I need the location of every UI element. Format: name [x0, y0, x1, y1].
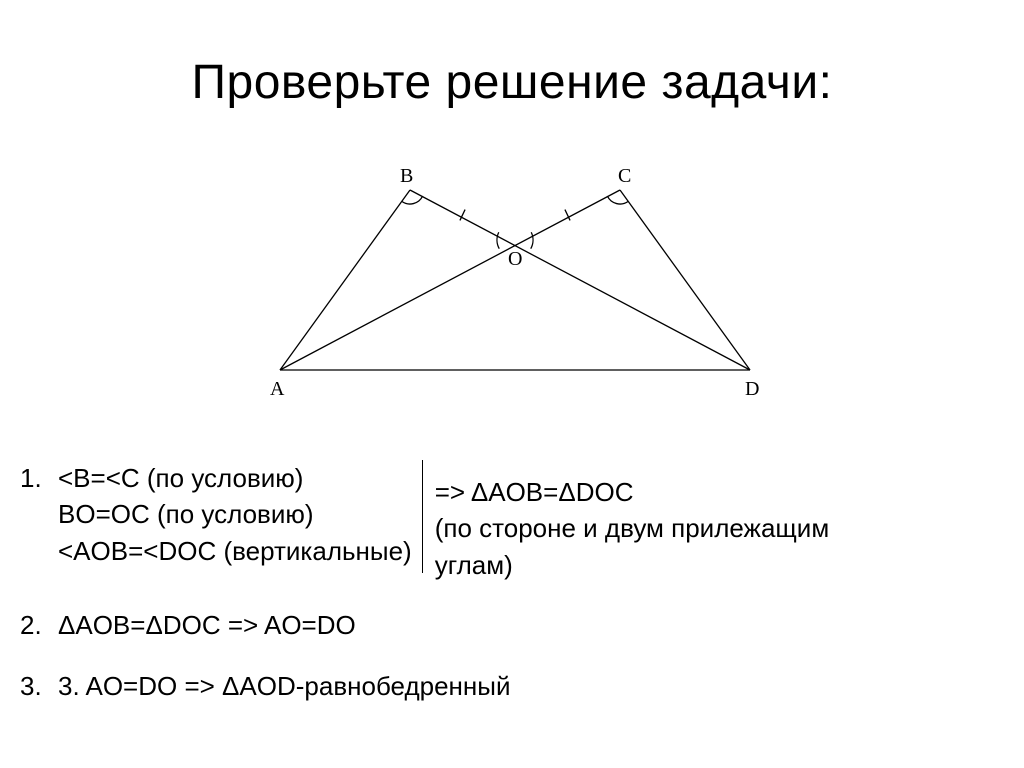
step-number: 2.	[20, 607, 58, 643]
svg-text:A: A	[270, 378, 285, 400]
step-number: 1.	[20, 460, 58, 496]
premise-line: BO=OC (по условию)	[58, 496, 412, 532]
step1-premises: <B=<C (по условию) BO=OC (по условию) <A…	[58, 460, 423, 573]
svg-text:C: C	[618, 165, 631, 187]
premise-line: <B=<C (по условию)	[58, 460, 412, 496]
svg-text:O: O	[508, 248, 522, 270]
step-text: ΔAOB=ΔDOC => AO=DO	[58, 610, 356, 640]
proof-step-2: 2.ΔAOB=ΔDOC => AO=DO	[20, 607, 829, 643]
premise-line: <AOB=<DOC (вертикальные)	[58, 533, 412, 569]
slide: Проверьте решение задачи: A B C D O 1. <B=<C…	[0, 0, 1024, 768]
slide-title: Проверьте решение задачи:	[0, 0, 1024, 110]
proof-step-1: 1. <B=<C (по условию) BO=OC (по условию)…	[20, 460, 829, 583]
step-text: 3. AO=DO => ΔAOD-равнобедренный	[58, 671, 510, 701]
geometry-diagram: A B C D O	[240, 160, 800, 420]
proof-block: 1. <B=<C (по условию) BO=OC (по условию)…	[20, 460, 829, 704]
conclusion-line: => ΔAOB=ΔDOC	[435, 474, 829, 510]
conclusion-line: углам)	[435, 547, 829, 583]
step1-conclusion: => ΔAOB=ΔDOC (по стороне и двум прилежащ…	[423, 460, 829, 583]
svg-text:D: D	[745, 378, 759, 400]
conclusion-line: (по стороне и двум прилежащим	[435, 510, 829, 546]
step-number: 3.	[20, 668, 58, 704]
proof-step-3: 3.3. AO=DO => ΔAOD-равнобедренный	[20, 668, 829, 704]
svg-text:B: B	[400, 165, 413, 187]
